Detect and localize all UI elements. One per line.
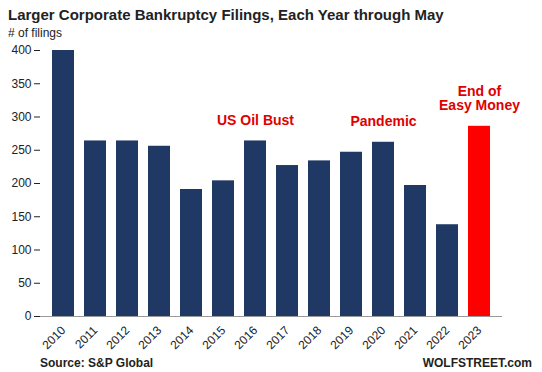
svg-text:50: 50 — [18, 276, 32, 290]
svg-text:150: 150 — [11, 210, 31, 224]
svg-text:2020: 2020 — [360, 323, 389, 352]
svg-text:2018: 2018 — [296, 323, 325, 352]
svg-text:2021: 2021 — [392, 323, 421, 352]
svg-text:2012: 2012 — [104, 323, 133, 352]
svg-text:200: 200 — [11, 176, 31, 190]
svg-text:2022: 2022 — [424, 323, 453, 352]
html-text:Larger Corporate Bankruptcy Fi: Larger Corporate Bankruptcy Filings, Eac… — [8, 6, 444, 23]
svg-text:2011: 2011 — [72, 323, 100, 351]
svg-text:2014: 2014 — [168, 323, 197, 352]
svg-text:2023: 2023 — [456, 323, 485, 352]
svg-text:Pandemic: Pandemic — [350, 113, 416, 129]
svg-text:0: 0 — [25, 309, 32, 323]
svg-text:2010: 2010 — [40, 323, 69, 352]
html-text:# of filings: # of filings — [8, 26, 62, 40]
svg-text:US Oil Bust: US Oil Bust — [217, 112, 294, 128]
svg-text:400: 400 — [11, 43, 31, 57]
svg-text:350: 350 — [11, 77, 31, 91]
svg-text:End ofEasy Money: End ofEasy Money — [439, 83, 520, 113]
svg-text:250: 250 — [11, 143, 31, 157]
html-text:Source: S&P Global: Source: S&P Global — [40, 356, 154, 370]
svg-text:2017: 2017 — [264, 323, 293, 352]
svg-text:2013: 2013 — [136, 323, 165, 352]
html-text:WOLFSTREET.com: WOLFSTREET.com — [422, 356, 532, 370]
svg-text:100: 100 — [11, 243, 31, 257]
svg-text:2016: 2016 — [232, 323, 261, 352]
svg-text:300: 300 — [11, 110, 31, 124]
svg-text:2019: 2019 — [328, 323, 357, 352]
svg-text:2015: 2015 — [200, 323, 229, 352]
